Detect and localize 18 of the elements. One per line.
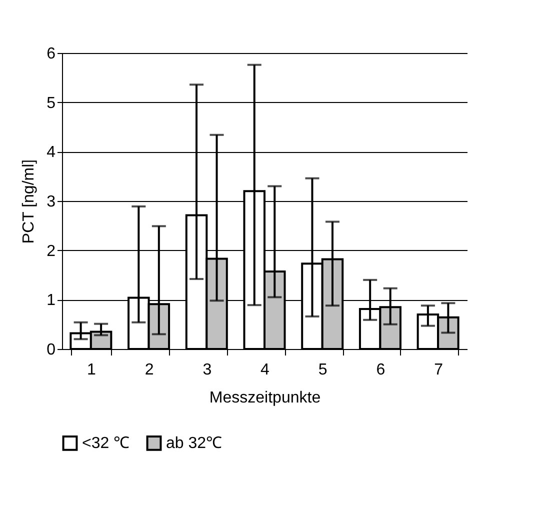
- y-tick-label: 2: [46, 242, 56, 260]
- legend-label: ab 32℃: [166, 435, 222, 452]
- y-axis-title: PCT [ng/ml]: [20, 159, 38, 244]
- x-tick-label: 7: [434, 362, 444, 378]
- x-axis-title: Messzeitpunkte: [209, 390, 321, 406]
- y-tick-label: 0: [46, 342, 56, 358]
- x-tick-label: 1: [86, 362, 96, 378]
- y-tick-label: 4: [46, 144, 56, 162]
- legend-label: <32 ℃: [82, 435, 130, 452]
- x-tick-label: 6: [376, 362, 386, 378]
- x-tick-label: 4: [260, 362, 270, 378]
- y-tick-label: 1: [46, 292, 56, 310]
- x-tick-label: 2: [144, 362, 154, 378]
- y-tick-label: 6: [46, 46, 56, 62]
- x-tick-label: 3: [202, 362, 212, 378]
- y-tick-label: 5: [46, 94, 56, 112]
- x-tick-label: 5: [318, 362, 328, 378]
- y-tick-label: 3: [46, 194, 56, 210]
